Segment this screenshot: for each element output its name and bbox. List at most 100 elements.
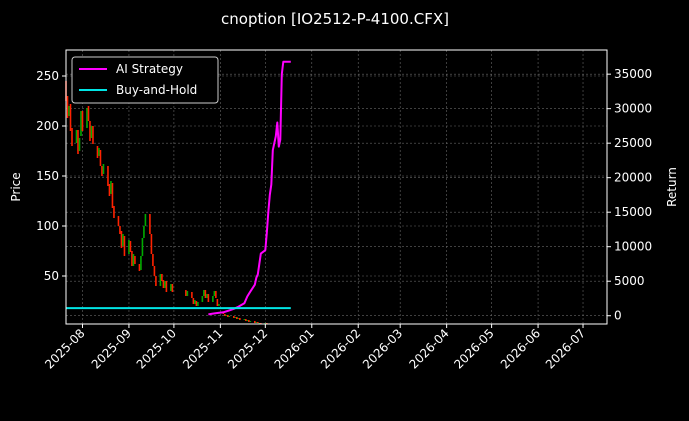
candle	[144, 214, 147, 226]
candle	[107, 166, 109, 186]
y2-tick-label: 25000	[614, 136, 652, 150]
candle	[234, 317, 237, 318]
candle	[254, 321, 256, 323]
candle	[192, 298, 195, 304]
legend-box	[71, 56, 219, 104]
candle	[150, 234, 153, 254]
candlesticks	[65, 81, 268, 324]
candle	[255, 322, 258, 323]
candle	[96, 146, 99, 158]
series-lines	[66, 60, 291, 316]
candle	[159, 274, 162, 286]
candle	[123, 236, 126, 256]
candle	[206, 294, 208, 298]
candle	[90, 126, 93, 138]
y2-tick-label: 5000	[614, 274, 645, 288]
candle	[212, 296, 214, 302]
candle	[171, 284, 174, 292]
candle	[224, 314, 226, 316]
legend-label-ai-strategy: AI Strategy	[116, 62, 183, 76]
candle	[141, 238, 144, 256]
candle	[66, 96, 69, 118]
y-tick-label: 150	[36, 169, 59, 183]
candle	[78, 138, 81, 151]
candle	[227, 315, 229, 317]
candle	[201, 296, 204, 302]
candle	[108, 184, 111, 196]
candle	[143, 226, 145, 238]
y-tick-label: 250	[36, 69, 59, 83]
candle	[165, 281, 168, 292]
candle	[81, 111, 84, 131]
candle	[129, 241, 132, 252]
candle	[131, 251, 133, 266]
candle	[195, 301, 198, 306]
candle	[225, 315, 228, 316]
candle	[102, 164, 105, 174]
candle	[111, 183, 114, 208]
candle	[92, 126, 94, 144]
candle	[162, 280, 165, 288]
candle	[71, 128, 73, 146]
candle	[243, 319, 246, 320]
candle	[134, 256, 136, 264]
candle	[155, 276, 157, 286]
legend: AI Strategy Buy-and-Hold	[71, 56, 219, 104]
candle	[87, 106, 90, 121]
legend-label-buy-and-hold: Buy-and-Hold	[116, 83, 197, 97]
y2-tick-label: 10000	[614, 240, 652, 254]
y-tick-label: 200	[36, 119, 59, 133]
candle	[194, 300, 196, 304]
y2-axis-label: Return	[665, 167, 679, 207]
right-axis-ticks: 0 5000 10000 15000 20000 25000 30000 35000	[607, 67, 652, 323]
candle	[75, 130, 78, 143]
candle	[257, 322, 259, 323]
candle	[153, 266, 156, 276]
candle	[228, 316, 231, 317]
candle	[117, 216, 120, 226]
y-tick-label: 100	[36, 219, 59, 233]
candle	[161, 274, 163, 281]
candle	[101, 166, 103, 176]
candle	[128, 240, 130, 254]
candle	[110, 181, 112, 194]
candle	[215, 291, 217, 298]
candle	[207, 294, 210, 302]
plot-frame	[65, 49, 608, 325]
candle	[120, 231, 123, 248]
chart-title: cnoption [IO2512-P-4100.CFX]	[221, 10, 449, 28]
left-axis-ticks: 50 100 150 200 250	[36, 69, 66, 283]
y2-tick-label: 20000	[614, 171, 652, 185]
candle	[140, 256, 142, 270]
candle	[68, 106, 70, 116]
candle	[86, 108, 88, 128]
candle	[80, 111, 82, 136]
candle	[122, 234, 124, 246]
candle	[237, 318, 240, 319]
y2-tick-label: 30000	[614, 102, 652, 116]
candle	[197, 302, 199, 306]
candle	[248, 320, 250, 322]
candle	[239, 318, 241, 320]
candle	[185, 290, 187, 296]
candle	[113, 206, 115, 218]
candle	[119, 226, 121, 234]
candle	[149, 214, 151, 234]
candle	[99, 150, 102, 166]
candle	[170, 284, 172, 291]
candle	[138, 264, 141, 271]
candle	[89, 121, 91, 141]
candle	[77, 130, 79, 154]
candle	[203, 290, 205, 296]
candle	[236, 317, 238, 319]
candle	[218, 304, 220, 306]
y2-tick-label: 35000	[614, 67, 652, 81]
candle	[213, 291, 216, 296]
candle	[204, 290, 207, 298]
candle	[164, 281, 166, 288]
y-axis-label: Price	[9, 172, 23, 201]
candle	[191, 292, 193, 298]
candle	[233, 316, 235, 318]
candle	[152, 254, 154, 266]
